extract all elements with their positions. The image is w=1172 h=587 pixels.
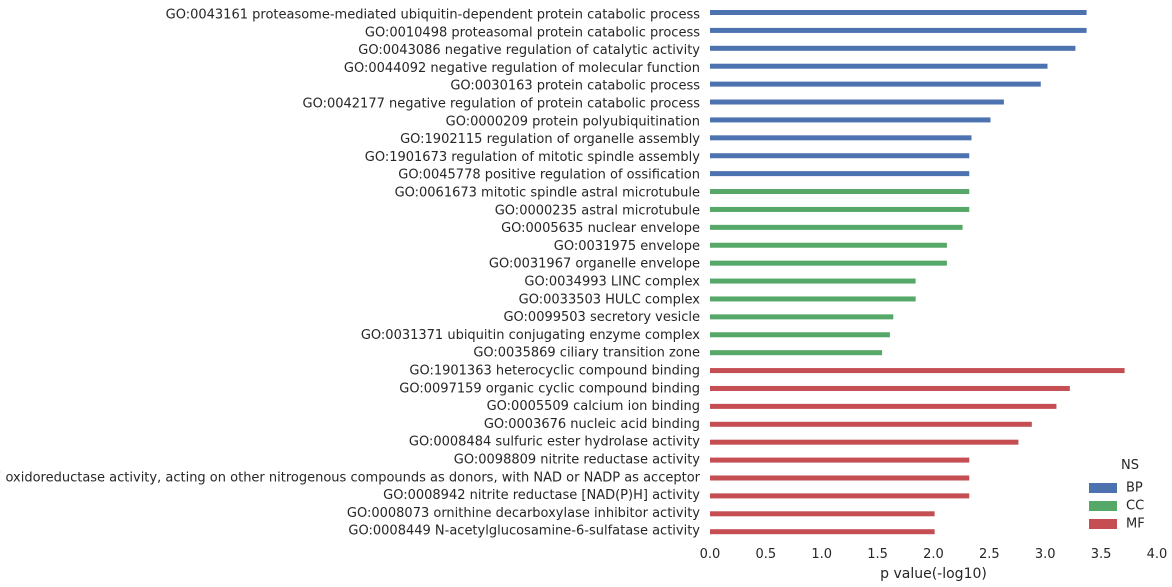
bar-cc-19 <box>710 350 883 356</box>
bar-cc-12 <box>710 224 963 230</box>
legend-label-mf: MF <box>1126 517 1145 532</box>
legend-swatch-bp <box>1089 483 1117 493</box>
y-tick-label: GO:0035869 ciliary transition zone <box>473 346 700 361</box>
y-tick-label: GO:0034993 LINC complex <box>524 275 700 290</box>
x-tick-label: 2.5 <box>979 547 1000 562</box>
bar-bp-6 <box>710 117 991 123</box>
y-tick-label: GO:0030163 protein catabolic process <box>450 79 700 94</box>
legend-swatch-cc <box>1089 501 1117 511</box>
bar-cc-10 <box>710 189 970 195</box>
x-tick-label: 0.0 <box>700 547 721 562</box>
bar-mf-28 <box>710 511 935 517</box>
x-tick-label: 4.0 <box>1147 547 1168 562</box>
y-tick-label: GO:0031371 ubiquitin conjugating enzyme … <box>361 328 700 343</box>
y-tick-label: GO:0045778 positive regulation of ossifi… <box>398 168 700 183</box>
y-tick-label: GO:0061673 mitotic spindle astral microt… <box>395 186 700 201</box>
y-tick-label: GO:0043086 negative regulation of cataly… <box>358 43 700 58</box>
legend-swatch-mf <box>1089 519 1117 529</box>
y-tick-label: GO:0044092 negative regulation of molecu… <box>344 61 700 76</box>
bar-bp-2 <box>710 45 1076 51</box>
x-tick-label: 1.5 <box>867 547 888 562</box>
bar-cc-14 <box>710 260 947 266</box>
x-tick-label: 3.5 <box>1091 547 1112 562</box>
y-tick-labels: GO:0043161 proteasome-mediated ubiquitin… <box>0 8 701 539</box>
x-tick-label: 3.0 <box>1035 547 1056 562</box>
y-tick-label: GO:1901363 heterocyclic compound binding <box>409 364 700 379</box>
legend-label-bp: BP <box>1126 481 1143 496</box>
y-tick-label: GO:0043161 proteasome-mediated ubiquitin… <box>166 8 701 23</box>
bar-cc-17 <box>710 314 894 320</box>
legend: NS BP CC MF <box>1089 458 1145 532</box>
bar-bp-1 <box>710 27 1087 33</box>
x-axis-label: p value(-log10) <box>880 566 987 582</box>
x-tick-labels: 0.0 0.5 1.0 1.5 2.0 2.5 3.0 3.5 4.0 <box>700 547 1168 562</box>
y-tick-label: GO:0003676 nucleic acid binding <box>484 417 700 432</box>
y-tick-label: GO:0097159 organic cyclic compound bindi… <box>399 381 700 396</box>
y-tick-label: GO:0099503 secretory vesicle <box>503 310 700 325</box>
y-tick-label: GO:0046857 oxidoreductase activity, acti… <box>0 470 701 485</box>
bar-bp-7 <box>710 135 972 141</box>
bar-mf-24 <box>710 439 1019 445</box>
legend-label-cc: CC <box>1126 499 1144 514</box>
y-tick-label: GO:1902115 regulation of organelle assem… <box>400 132 700 147</box>
x-tick-label: 2.0 <box>923 547 944 562</box>
bar-mf-29 <box>710 529 935 535</box>
y-tick-label: GO:0010498 proteasomal protein catabolic… <box>365 25 700 40</box>
bar-bp-5 <box>710 99 1004 105</box>
bar-cc-15 <box>710 278 916 284</box>
y-tick-label: GO:0008449 N-acetylglucosamine-6-sulfata… <box>348 524 700 539</box>
y-tick-label: GO:0008942 nitrite reductase [NAD(P)H] a… <box>383 488 700 503</box>
bar-cc-18 <box>710 332 890 338</box>
x-tick-label: 1.0 <box>811 547 832 562</box>
y-tick-label: GO:0008484 sulfuric ester hydrolase acti… <box>409 435 700 450</box>
bar-cc-11 <box>710 206 970 212</box>
bar-mf-23 <box>710 421 1032 427</box>
x-tick-label: 0.5 <box>756 547 777 562</box>
bar-bp-3 <box>710 63 1048 69</box>
y-tick-label: GO:0000235 astral microtubule <box>495 203 700 218</box>
bar-cc-13 <box>710 242 947 248</box>
y-tick-label: GO:0005509 calcium ion binding <box>487 399 700 414</box>
y-tick-label: GO:0008073 ornithine decarboxylase inhib… <box>347 506 700 521</box>
bar-mf-27 <box>710 493 970 499</box>
legend-title: NS <box>1121 458 1139 473</box>
bar-mf-25 <box>710 457 970 463</box>
bar-bp-8 <box>710 153 970 159</box>
bar-bp-4 <box>710 81 1041 87</box>
bar-mf-21 <box>710 385 1070 391</box>
y-tick-label: GO:0005635 nuclear envelope <box>501 221 700 236</box>
y-tick-label: GO:0031975 envelope <box>554 239 700 254</box>
y-tick-label: GO:0033503 HULC complex <box>519 292 701 307</box>
bar-mf-22 <box>710 403 1057 409</box>
y-tick-label: GO:0042177 negative regulation of protei… <box>303 97 701 112</box>
y-tick-label: GO:0000209 protein polyubiquitination <box>446 114 700 129</box>
bars-layer <box>710 10 1125 535</box>
y-tick-label: GO:0098809 nitrite reductase activity <box>454 453 701 468</box>
y-tick-label: GO:1901673 regulation of mitotic spindle… <box>365 150 701 165</box>
bar-mf-26 <box>710 475 970 481</box>
bar-mf-20 <box>710 368 1125 374</box>
bar-bp-9 <box>710 171 970 177</box>
y-tick-label: GO:0031967 organelle envelope <box>489 257 700 272</box>
bar-bp-0 <box>710 10 1087 15</box>
bar-cc-16 <box>710 296 916 302</box>
